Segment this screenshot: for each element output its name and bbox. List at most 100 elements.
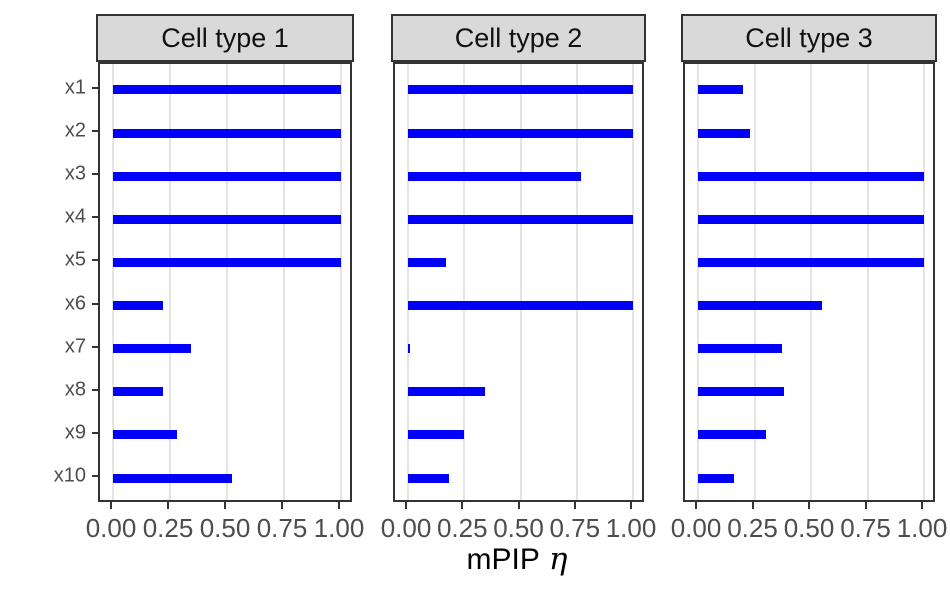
x-axis-tick (630, 502, 632, 509)
x-axis-tick (751, 502, 754, 509)
x-axis-tick (167, 502, 169, 509)
bar-x5 (113, 257, 341, 267)
x-axis-tick (338, 502, 340, 509)
facet-strip-label: Cell type 1 (161, 22, 289, 53)
bar-x2 (408, 128, 633, 138)
bar-x5 (408, 257, 447, 267)
y-tick-label-x4: x4 (64, 205, 86, 228)
y-tick-label-x9: x9 (64, 421, 86, 444)
x-axis-tick (224, 502, 226, 509)
gridline (340, 64, 342, 500)
gridline (753, 64, 756, 500)
y-tick-label-x3: x3 (64, 162, 86, 185)
y-tick-label-x2: x2 (64, 119, 86, 142)
gridline (923, 64, 925, 500)
bar-x10 (113, 473, 232, 483)
bar-x6 (113, 301, 164, 311)
y-axis-tick (92, 302, 98, 305)
x-tick-label: 1.00 (605, 513, 657, 543)
x-tick-label: 0.50 (199, 513, 251, 543)
y-tick-label-x1: x1 (64, 76, 86, 99)
x-tick-label: 0.75 (256, 513, 308, 543)
y-axis-tick (92, 345, 98, 348)
bar-x4 (113, 214, 341, 224)
bar-x9 (698, 430, 766, 440)
bar-x4 (408, 214, 633, 224)
x-axis-tick (517, 502, 520, 509)
bar-x9 (408, 430, 465, 440)
x-axis-tick (695, 502, 697, 509)
x-axis-tick (808, 502, 810, 509)
gridline (810, 64, 812, 500)
y-axis-tick (92, 130, 98, 133)
bar-x3 (408, 171, 582, 181)
eta-symbol: η (548, 541, 568, 577)
x-axis-tick (110, 502, 112, 509)
x-tick-label: 1.00 (313, 513, 365, 543)
gridline (112, 64, 114, 500)
bar-x8 (408, 387, 485, 397)
y-tick-label-x5: x5 (64, 248, 86, 271)
bar-x3 (698, 171, 924, 181)
bar-x8 (698, 387, 784, 397)
bar-x7 (698, 344, 782, 354)
bar-x6 (408, 301, 633, 311)
y-tick-label-x8: x8 (64, 378, 86, 401)
x-axis-tick (864, 502, 867, 509)
facet-strip-label: Cell type 2 (454, 22, 583, 53)
bar-x2 (698, 128, 750, 138)
bar-x10 (698, 473, 735, 483)
x-tick-label: 0.00 (85, 513, 137, 543)
x-tick-label: 0.25 (727, 513, 778, 543)
x-axis-tick (573, 502, 576, 509)
x-tick-label: 0.00 (380, 513, 432, 543)
facet-strip-cell-type-2: Cell type 2 (391, 14, 646, 62)
gridline (575, 64, 578, 500)
x-tick-label: 1.00 (896, 513, 948, 543)
bar-x4 (698, 214, 924, 224)
gridline (697, 64, 699, 500)
bar-x1 (408, 85, 633, 95)
x-tick-label: 0.00 (670, 513, 722, 543)
y-tick-label-x6: x6 (64, 292, 86, 315)
gridline (407, 64, 409, 500)
x-tick-label: 0.50 (783, 513, 835, 543)
bar-x2 (113, 128, 341, 138)
facet-strip-label: Cell type 3 (745, 22, 873, 53)
y-axis-tick (92, 431, 98, 434)
gridline (169, 64, 171, 500)
gridline (226, 64, 228, 500)
gridline (632, 64, 634, 500)
bar-x1 (113, 85, 341, 95)
y-axis-tick (92, 388, 98, 391)
y-axis-tick (92, 173, 98, 176)
x-tick-label: 0.25 (436, 513, 488, 543)
bar-x8 (113, 387, 164, 397)
gridline (866, 64, 869, 500)
bar-x7 (113, 344, 191, 354)
x-axis-title: mPIP η (98, 541, 936, 577)
x-tick-label: 0.75 (840, 513, 891, 543)
bar-x6 (698, 301, 823, 311)
bar-x9 (113, 430, 177, 440)
x-axis-tick (921, 502, 923, 509)
bar-x3 (113, 171, 341, 181)
x-axis-tick (405, 502, 407, 509)
x-tick-label: 0.50 (493, 513, 544, 543)
x-axis-tick (281, 502, 283, 509)
facet-panel-cell-type-2 (393, 62, 644, 502)
x-tick-label: 0.75 (549, 513, 601, 543)
gridline (519, 64, 522, 500)
y-axis-tick (92, 475, 98, 478)
gridline (463, 64, 466, 500)
facet-panel-cell-type-3 (683, 62, 935, 502)
y-axis-tick (92, 216, 98, 219)
bar-x5 (698, 257, 924, 267)
bar-x10 (408, 473, 449, 483)
x-axis-title-text: mPIP (466, 543, 540, 576)
y-tick-label-x10: x10 (53, 464, 86, 487)
x-axis-tick (461, 502, 464, 509)
bar-x1 (698, 85, 744, 95)
y-axis-tick (92, 259, 98, 262)
